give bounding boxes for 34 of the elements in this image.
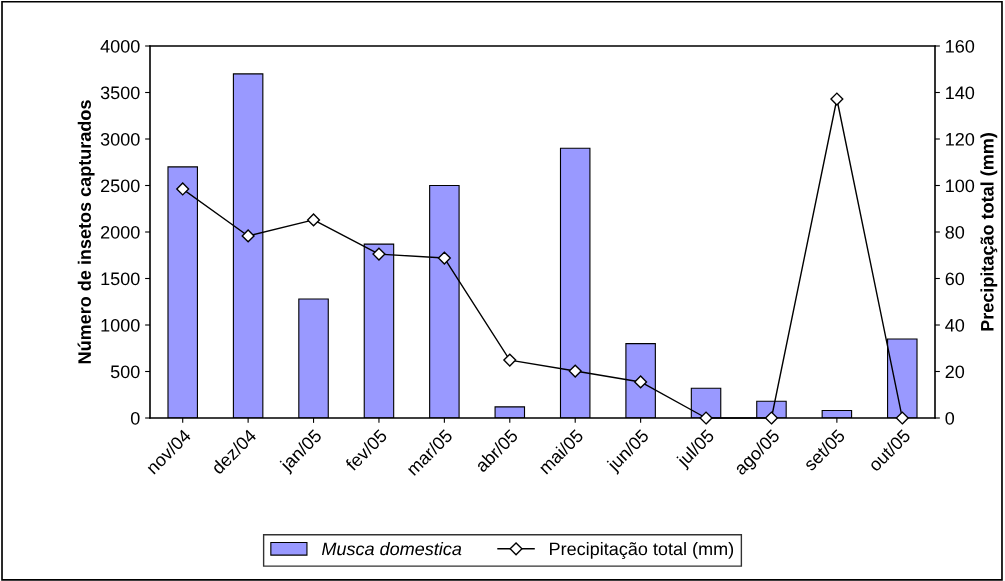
point <box>176 182 190 196</box>
y2-tick-label: 120 <box>946 132 975 146</box>
y-tick-label: 1500 <box>101 272 140 286</box>
y2-tick-label: 60 <box>945 272 965 286</box>
y2-tick-label: 80 <box>945 225 965 239</box>
y-tick-label: 4000 <box>100 39 140 53</box>
y2-axis-title: Precipitação total (mm) <box>980 133 998 331</box>
point <box>306 213 321 227</box>
legend-label: Precipitação total (mm) <box>550 542 734 559</box>
point <box>437 251 451 265</box>
y-tick-label: 0 <box>130 411 140 425</box>
y-tick-label: 2000 <box>101 225 140 239</box>
y-tick-label: 3000 <box>100 132 140 146</box>
y2-tick-label: 20 <box>945 365 965 379</box>
point <box>568 364 582 378</box>
y-tick-label: 500 <box>110 365 140 379</box>
point <box>699 411 713 425</box>
y-axis-title: Número de insetos capturados <box>77 100 95 364</box>
legend-label: Musca domestica <box>321 542 462 556</box>
point <box>764 411 779 425</box>
point <box>895 411 909 425</box>
y-tick-label: 2500 <box>101 179 140 193</box>
point <box>372 247 386 261</box>
y-tick-label: 1000 <box>101 318 140 332</box>
point <box>634 375 648 389</box>
y2-tick-label: 160 <box>946 39 975 53</box>
y2-tick-label: 100 <box>946 179 975 193</box>
point <box>241 229 255 243</box>
point <box>830 92 844 106</box>
y2-tick-label: 140 <box>946 86 975 100</box>
y2-tick-label: 40 <box>945 318 965 332</box>
point <box>503 353 517 367</box>
y2-tick-label: 0 <box>945 411 955 425</box>
y-tick-label: 3500 <box>100 86 140 100</box>
